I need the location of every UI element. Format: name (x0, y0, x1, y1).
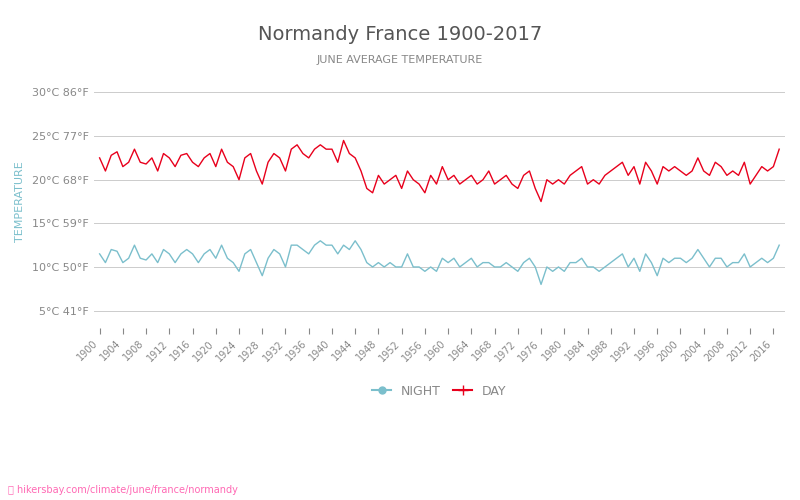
Text: Normandy France 1900-2017: Normandy France 1900-2017 (258, 25, 542, 44)
Text: JUNE AVERAGE TEMPERATURE: JUNE AVERAGE TEMPERATURE (317, 55, 483, 65)
Legend: NIGHT, DAY: NIGHT, DAY (367, 380, 511, 403)
Text: 🔍 hikersbay.com/climate/june/france/normandy: 🔍 hikersbay.com/climate/june/france/norm… (8, 485, 238, 495)
Y-axis label: TEMPERATURE: TEMPERATURE (15, 161, 25, 242)
